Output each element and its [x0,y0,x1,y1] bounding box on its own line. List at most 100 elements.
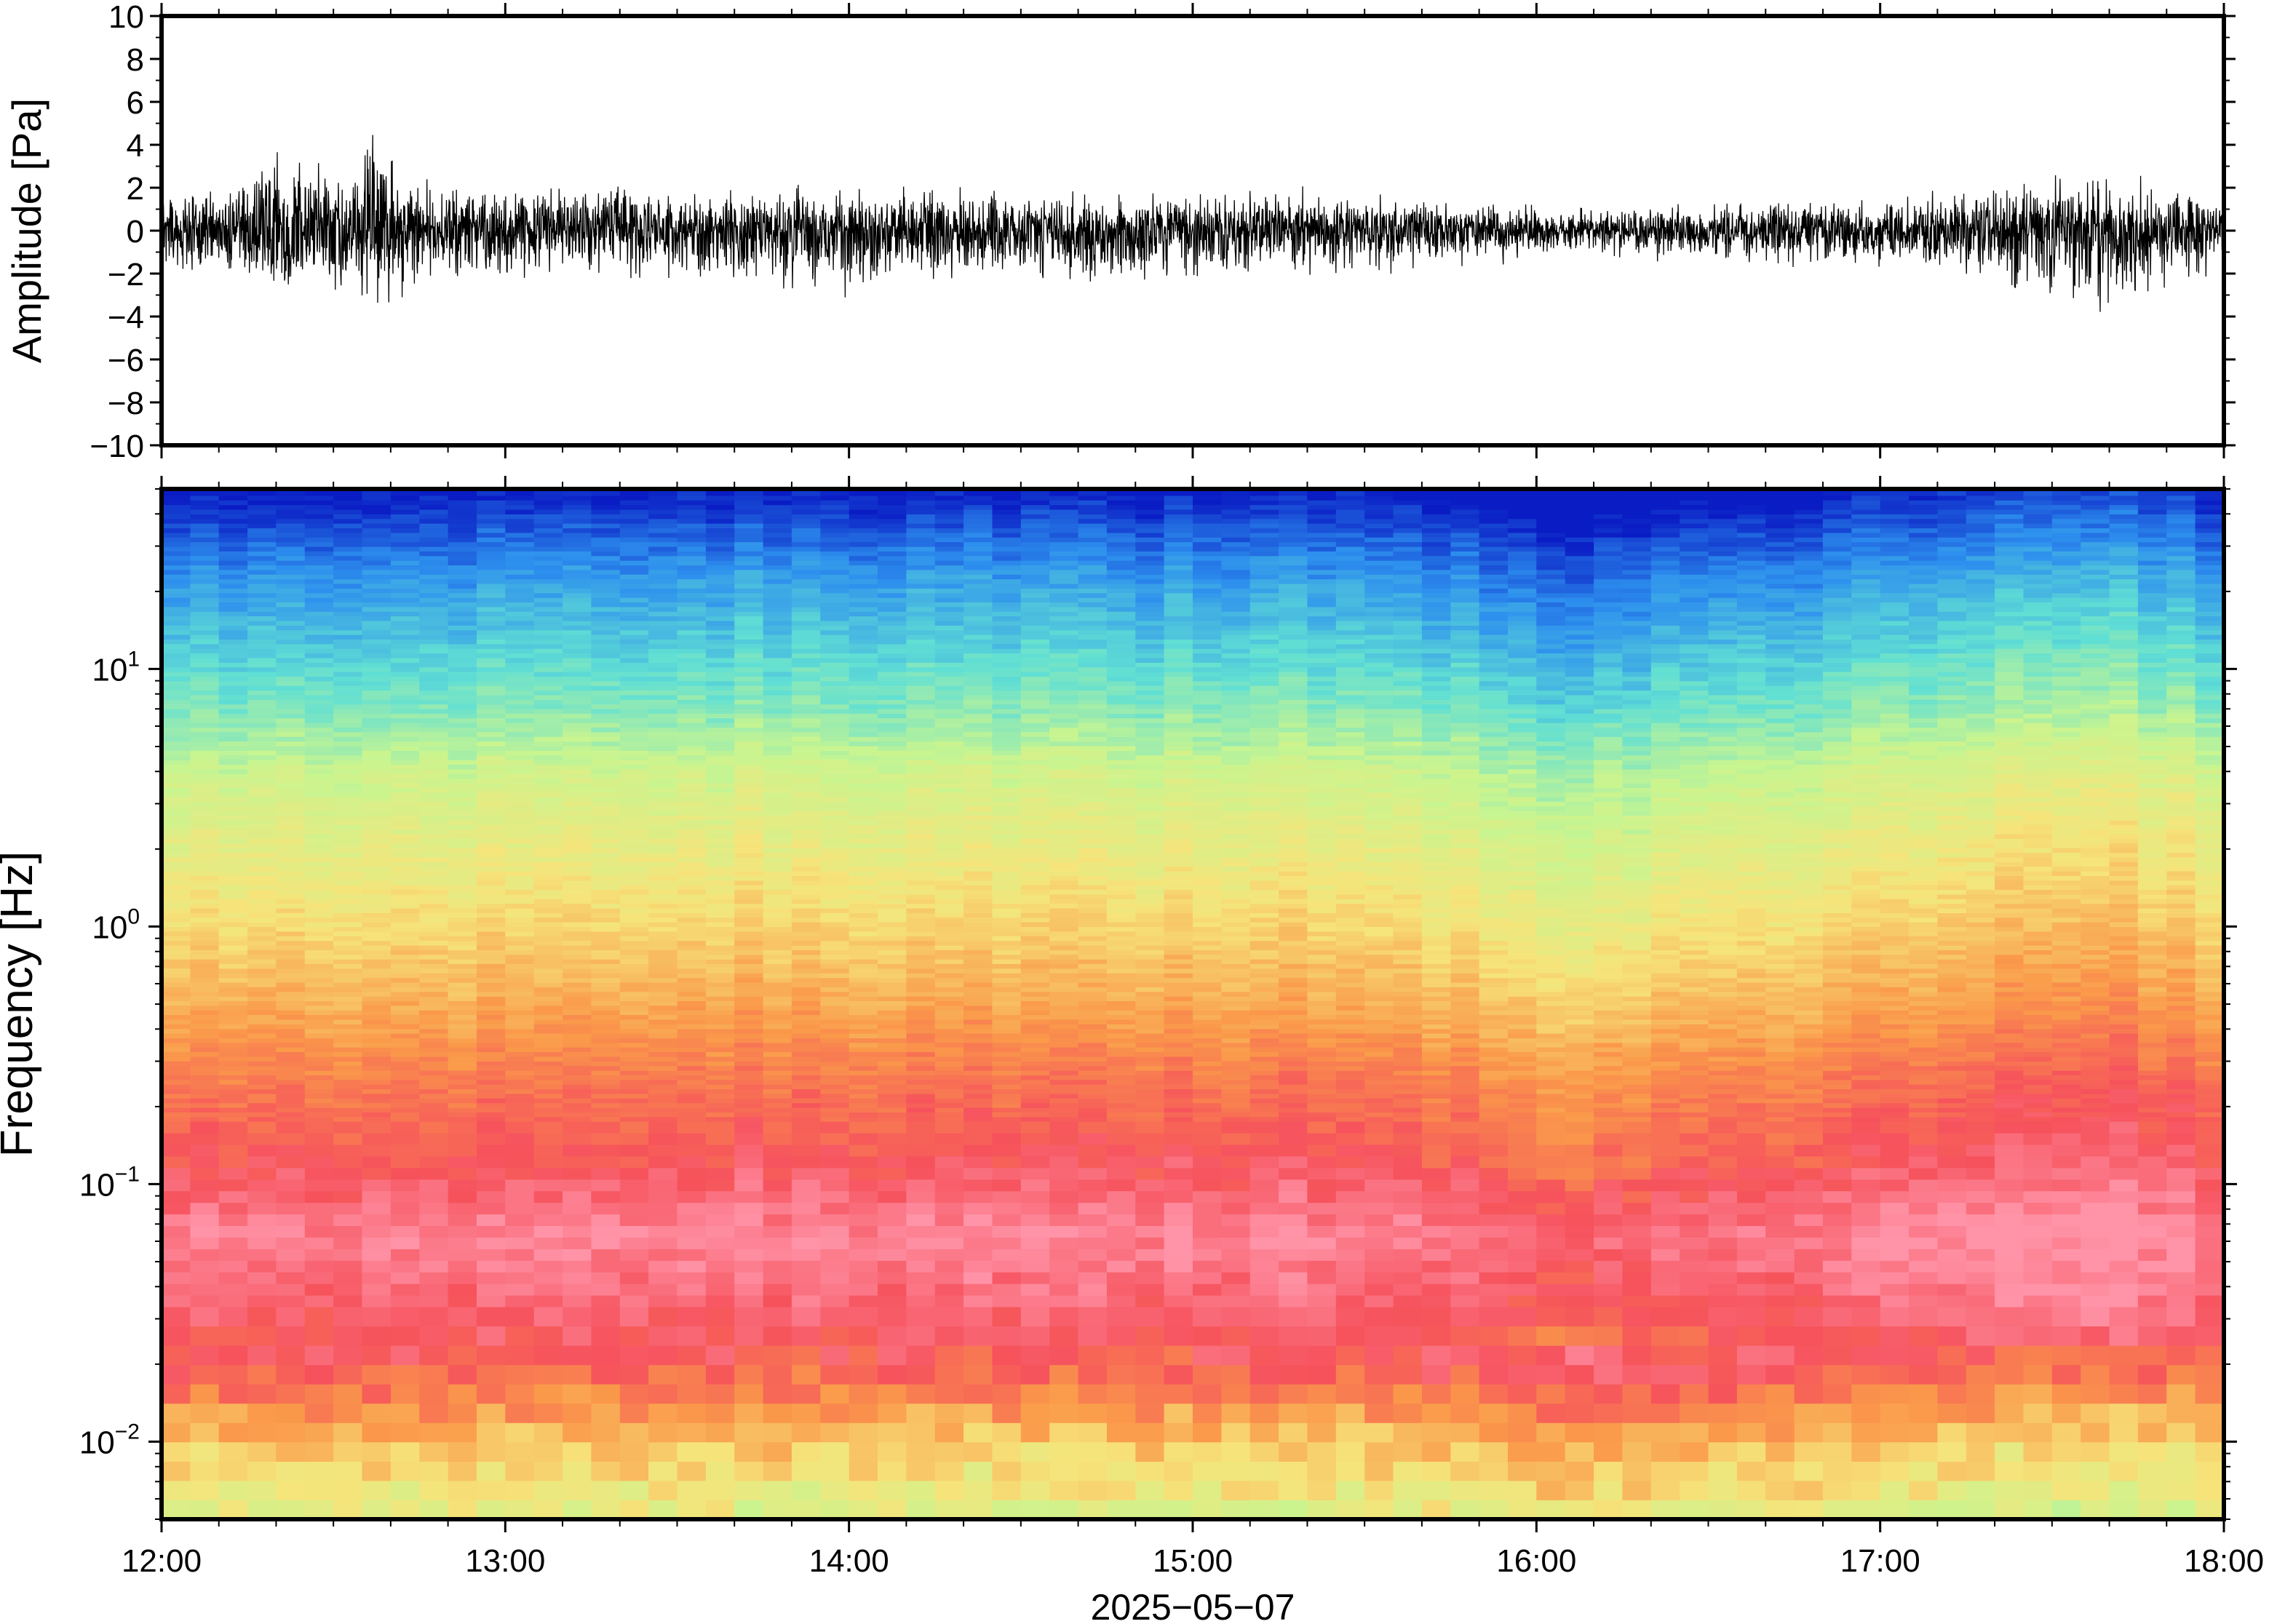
spectrogram-cell [791,768,821,774]
spectrogram-cell [218,537,248,543]
spectrogram-cell [648,745,678,751]
spectrogram-cell [505,1167,535,1180]
spectrogram-cell [333,713,363,719]
spectrogram-cell [619,852,649,858]
spectrogram-cell [591,848,621,853]
spectrogram-cell [304,1042,334,1048]
spectrogram-cell [734,490,764,496]
spectrogram-cell [734,1190,764,1203]
spectrogram-cell [963,490,993,496]
spectrogram-cell [705,768,735,774]
spectrogram-cell [505,1364,535,1385]
spectrogram-cell [734,736,764,742]
spectrogram-cell [619,797,649,802]
spectrogram-cell [190,1461,220,1481]
spectrogram-cell [963,977,993,983]
spectrogram-cell [563,829,592,835]
spectrogram-cell [934,950,964,955]
spectrogram-cell [448,996,477,1001]
spectrogram-cell [906,1070,936,1075]
spectrogram-cell [591,880,621,885]
spectrogram-cell [333,537,363,543]
spectrogram-cell [333,1422,363,1443]
spectrogram-cell [419,1461,449,1481]
spectrogram-cell [648,1214,678,1226]
spectrogram-cell [906,666,936,672]
spectrogram-cell [333,852,363,858]
spectrogram-cell [906,1480,936,1500]
spectrogram-cell [190,760,220,765]
spectrogram-cell [304,690,334,696]
spectrogram-cell [734,922,764,928]
spectrogram-cell [705,801,735,807]
spectrogram-cell [791,899,821,904]
spectrogram-cell [362,852,392,858]
spectrogram-cell [820,1225,850,1238]
spectrogram-cell [333,1084,363,1090]
spectrogram-cell [448,690,477,696]
spectrogram-cell [934,1014,964,1020]
spectrogram-cell [218,606,248,612]
spectrogram-cell [705,643,735,649]
spectrogram-cell [763,963,792,969]
spectrogram-cell [705,551,735,557]
spectrogram-cell [218,1295,248,1307]
spectrogram-cell [333,723,363,728]
spectrogram-cell [390,1061,420,1067]
spectrogram-cell [218,1112,248,1118]
spectrogram-cell [505,963,535,969]
waveform-y-tick-label: 6 [127,85,144,121]
spectrogram-cell [934,773,964,779]
spectrogram-cell [247,537,277,543]
spectrogram-cell [505,657,535,663]
spectrogram-cell [333,760,363,765]
spectrogram-cell [763,639,792,645]
spectrogram-cell [304,1155,334,1169]
spectrogram-cell [705,713,735,719]
spectrogram-cell [190,875,220,881]
spectrogram-cell [563,926,592,932]
spectrogram-cell [763,713,792,719]
spectrogram-cell [333,829,363,835]
spectrogram-cell [477,546,506,552]
spectrogram-cell [591,838,621,844]
spectrogram-cell [162,954,191,960]
spectrogram-cell [705,532,735,538]
spectrogram-cell [247,760,277,765]
spectrogram-cell [591,694,621,700]
spectrogram-cell [419,1093,449,1099]
spectrogram-cell [963,1024,993,1030]
spectrogram-cell [390,861,420,867]
spectrogram-cell [791,782,821,788]
spectrogram-cell [276,588,306,594]
spectrogram-cell [934,760,964,765]
spectrogram-cell [677,931,707,936]
spectrogram-cell [362,551,392,557]
spectrogram-cell [677,629,707,635]
spectrogram-cell [963,495,993,501]
spectrogram-cell [304,657,334,663]
spectrogram-cell [533,504,563,510]
spectrogram-cell [648,778,678,784]
spectrogram-cell [763,602,792,608]
spectrogram-cell [591,1042,621,1048]
spectrogram-cell [791,528,821,533]
spectrogram-cell [878,1079,907,1085]
spectrogram-cell [820,801,850,807]
spectrogram-cell [677,1295,707,1307]
spectrogram-cell [333,959,363,964]
spectrogram-cell [849,1384,878,1404]
spectrogram-cell [162,532,191,538]
spectrogram-cell [304,829,334,835]
spectrogram-cell [448,903,477,909]
spectrogram-cell [563,643,592,649]
spectrogram-cell [591,1010,621,1016]
spectrogram-cell [333,755,363,760]
spectrogram-cell [362,1116,392,1122]
spectrogram-cell [677,782,707,788]
spectrogram-cell [276,848,306,853]
spectrogram-cell [247,583,277,589]
spectrogram-cell [791,1441,821,1462]
spectrogram-cell [934,523,964,529]
spectrogram-cell [934,555,964,561]
